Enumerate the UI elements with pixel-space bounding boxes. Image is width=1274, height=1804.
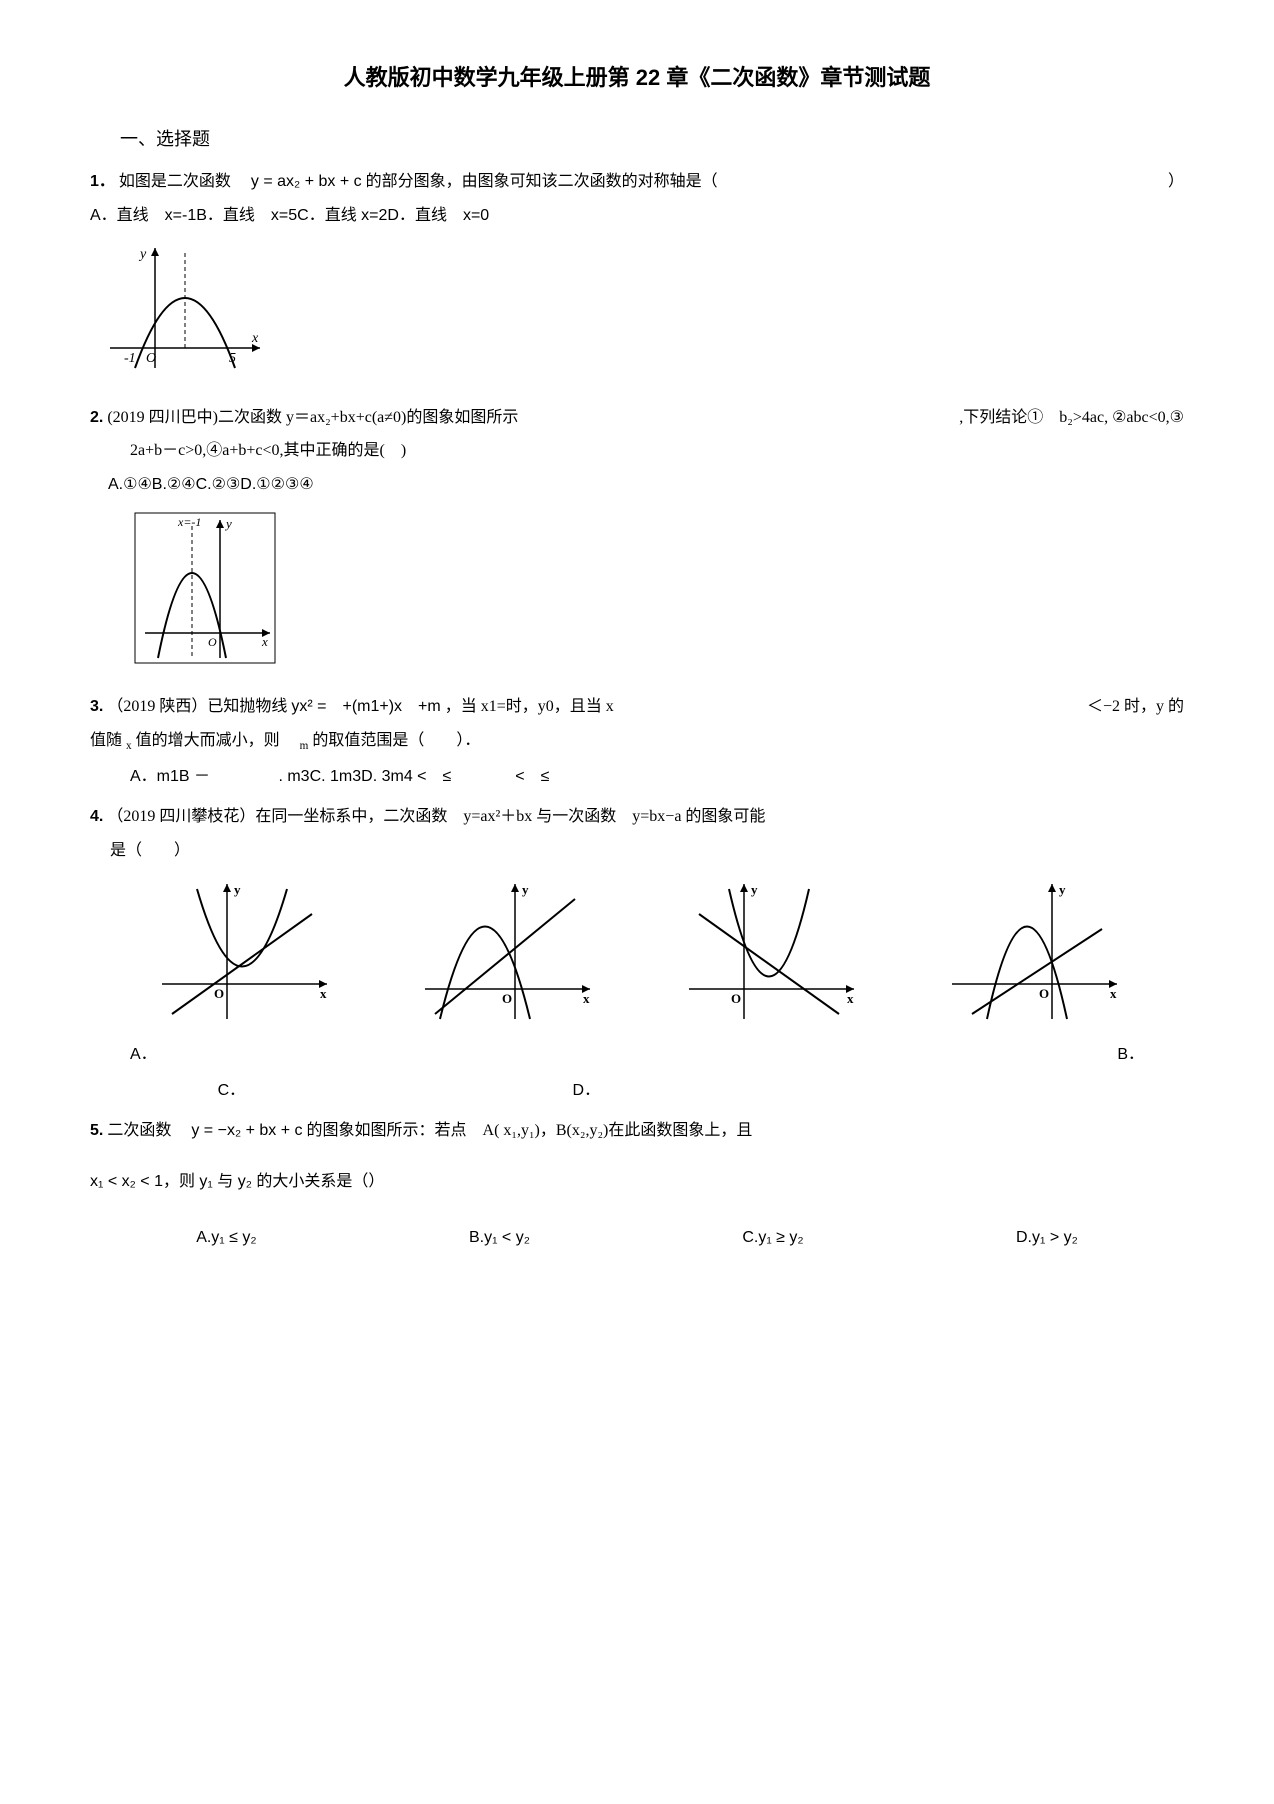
q4-num: 4. <box>90 808 103 825</box>
q4-labels: A． B． <box>90 1042 1184 1068</box>
q5-line2: x₁ < x₂ < 1，则 y₁ 与 y₂ 的大小关系是（） <box>90 1169 1184 1195</box>
question-5: 5. 二次函数 y = −x₂ + bx + c 的图象如图所示：若点 A( x… <box>90 1118 1184 1250</box>
question-4: 4. （2019 四川攀枝花）在同一坐标系中，二次函数 y=ax²＋bx 与一次… <box>90 804 1184 1103</box>
svg-text:O: O <box>502 991 512 1006</box>
svg-text:O: O <box>731 991 741 1006</box>
svg-text:x: x <box>1110 986 1117 1001</box>
q1-formula: y = ax₂ + bx + c <box>251 173 362 190</box>
svg-text:y: y <box>522 882 529 897</box>
q3-num: 3. <box>90 698 103 715</box>
q4-line1: （2019 四川攀枝花）在同一坐标系中，二次函数 y=ax²＋bx 与一次函数 … <box>107 808 765 825</box>
question-1: 1． 如图是二次函数 y = ax₂ + bx + c 的部分图象，由图象可知该… <box>90 169 1184 387</box>
q2-line2: 2a+b－c>0,④a+b+c<0,其中正确的是( ) <box>90 438 1184 464</box>
q1-graph: -1 O 5 x y <box>100 238 1184 387</box>
svg-text:-1: -1 <box>124 351 136 366</box>
q3-line2a: 值随 <box>90 732 126 749</box>
page-title: 人教版初中数学九年级上册第 22 章《二次函数》章节测试题 <box>90 60 1184 95</box>
svg-text:x: x <box>847 991 854 1006</box>
q4-line2: 是（ ） <box>90 838 1184 864</box>
q3-sub-m: m <box>300 740 309 752</box>
q5-options: A.y₁ ≤ y₂ B.y₁ < y₂ C.y₁ ≥ y₂ D.y₁ > y₂ <box>90 1225 1184 1251</box>
q3-line2b: 值的增大而减小，则 <box>136 732 296 749</box>
svg-text:x=-1: x=-1 <box>177 515 201 529</box>
q3-suffix: ＜−2 时，y 的 <box>1087 694 1184 720</box>
q1-paren: ） <box>1168 169 1184 195</box>
q3-mid: ，当 x1=时，y0，且当 x <box>445 698 614 715</box>
q4-graph-a: y O x <box>110 874 374 1033</box>
svg-text:O: O <box>214 986 224 1001</box>
svg-text:O: O <box>146 351 156 366</box>
svg-text:y: y <box>751 882 758 897</box>
svg-text:x: x <box>251 331 259 346</box>
q2-text: 2. (2019 四川巴中)二次函数 y＝ax₂+bx+c(a≠0)的图象如图所… <box>90 405 1184 431</box>
q3-prefix: （2019 陕西）已知抛物线 <box>107 698 291 715</box>
q5-opt-a: A.y₁ ≤ y₂ <box>196 1225 256 1251</box>
svg-text:x: x <box>583 991 590 1006</box>
q4-graph-b: y O x <box>374 874 638 1033</box>
svg-text:y: y <box>138 247 147 262</box>
q3-line2: 值随 x 值的增大而减小，则 m 的取值范围是（ ）． <box>90 728 1184 756</box>
q4-label-a: A． <box>130 1042 231 1068</box>
q4-graphs: y O x y O x <box>90 874 1184 1033</box>
q1-options: A．直线 x=-1B．直线 x=5C．直线 x=2D．直线 x=0 <box>90 203 1184 229</box>
q4-text: 4. （2019 四川攀枝花）在同一坐标系中，二次函数 y=ax²＋bx 与一次… <box>90 804 1184 830</box>
question-3: 3. （2019 陕西）已知抛物线 yx² = +(m1+)x +m ，当 x1… <box>90 694 1184 789</box>
q1-text-a: 如图是二次函数 <box>119 173 247 190</box>
q4-label-b: B． <box>333 1042 1144 1068</box>
q5-text-a: 二次函数 <box>107 1122 187 1139</box>
q4-graph-c: y O x <box>637 874 901 1033</box>
section-heading: 一、选择题 <box>120 125 1184 154</box>
q5-text-b: 的图象如图所示：若点 A( x₁,y₁)，B(x₂,y₂)在此函数图象上，且 <box>307 1122 753 1139</box>
q1-num: 1． <box>90 173 115 190</box>
svg-text:y: y <box>234 882 241 897</box>
q5-num: 5. <box>90 1122 103 1139</box>
q2-suffix: ,下列结论① b₂>4ac, ②abc<0,③ <box>959 405 1184 431</box>
q2-num: 2. <box>90 409 103 426</box>
svg-text:x: x <box>261 634 268 649</box>
q4-labels2: C． D． <box>90 1078 1184 1104</box>
q5-opt-b: B.y₁ < y₂ <box>469 1225 530 1251</box>
svg-text:5: 5 <box>229 351 236 366</box>
q5-opt-c: C.y₁ ≥ y₂ <box>742 1225 803 1251</box>
q3-formula: yx² = +(m1+)x +m <box>291 698 440 715</box>
q3-text: 3. （2019 陕西）已知抛物线 yx² = +(m1+)x +m ，当 x1… <box>90 694 1184 720</box>
svg-text:O: O <box>208 635 217 649</box>
q2-graph: x=-1 y O x <box>130 508 1184 677</box>
q1-text: 1． 如图是二次函数 y = ax₂ + bx + c 的部分图象，由图象可知该… <box>90 169 1184 195</box>
q4-label-c: C． <box>130 1078 333 1104</box>
svg-text:y: y <box>224 516 232 531</box>
q3-sub-x: x <box>126 740 132 752</box>
svg-text:y: y <box>1059 882 1066 897</box>
q2-options: A.①④B.②④C.②③D.①②③④ <box>90 472 1184 498</box>
q3-line2c: 的取值范围是（ ）． <box>312 732 480 749</box>
q4-graph-d: y O x <box>901 874 1165 1033</box>
q1-text-b: 的部分图象，由图象可知该二次函数的对称轴是（ <box>366 173 718 190</box>
q5-opt-d: D.y₁ > y₂ <box>1016 1225 1078 1251</box>
q2-prefix: (2019 四川巴中)二次函数 y＝ax₂+bx+c(a≠0)的图象如图所示 <box>107 409 518 426</box>
q3-options: A．m1B － . m3C. 1m3D. 3m4 < ≤ < ≤ <box>90 764 1184 790</box>
q5-formula: y = −x₂ + bx + c <box>191 1122 302 1139</box>
svg-text:O: O <box>1039 986 1049 1001</box>
question-2: 2. (2019 四川巴中)二次函数 y＝ax₂+bx+c(a≠0)的图象如图所… <box>90 405 1184 676</box>
q4-label-d: D． <box>384 1078 790 1104</box>
svg-text:x: x <box>320 986 327 1001</box>
q5-text: 5. 二次函数 y = −x₂ + bx + c 的图象如图所示：若点 A( x… <box>90 1118 1184 1144</box>
